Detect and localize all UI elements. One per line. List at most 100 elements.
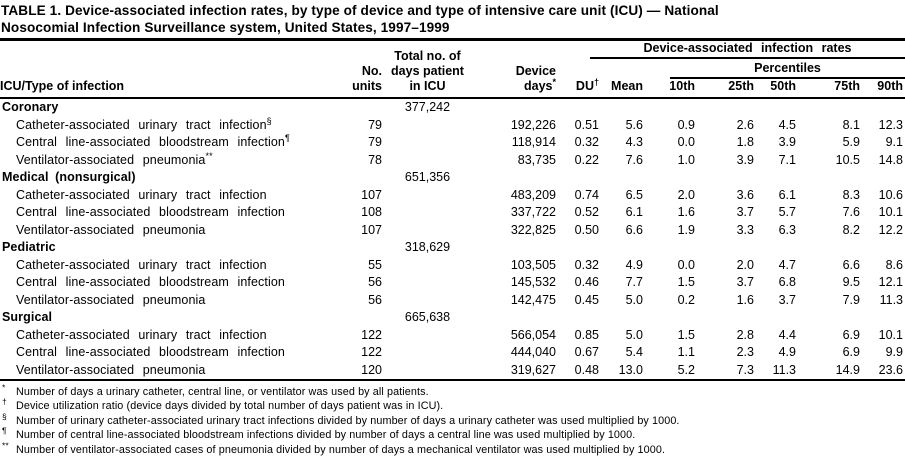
footnote-pilcrow: ¶ Number of central line-associated blood… [2, 425, 636, 442]
cell-mean: 6.1 [625, 205, 643, 219]
cell-p75: 5.9 [842, 135, 860, 149]
footnote-marker: * [2, 382, 6, 393]
cell-p90: 9.1 [885, 135, 903, 149]
cell-p50: 4.7 [778, 257, 796, 272]
cell-p90: 12.1 [878, 275, 903, 289]
table-row: Central line-associated bloodstream infe… [0, 344, 905, 362]
footnote-marker: ** [2, 440, 9, 451]
infection-label: Catheter-associated urinary tract infect… [16, 327, 267, 342]
cell-p75: 10.5 [835, 152, 860, 167]
section-row-surgical: Surgical 665,638 [0, 309, 905, 327]
table-row: Central line-associated bloodstream infe… [0, 134, 905, 152]
table-row: Ventilator-associated pneumonia 120 319,… [0, 361, 905, 381]
cell-units: 78 [368, 152, 382, 167]
spanner-device-rates: Device-associated infection rates [560, 41, 905, 59]
cell-units: 79 [368, 135, 382, 149]
table-row: Central line-associated bloodstream infe… [0, 204, 905, 222]
cell-units: 122 [361, 345, 382, 359]
infection-label: Central line-associated bloodstream infe… [16, 134, 290, 149]
cell-units: 120 [330, 361, 390, 381]
footnote-section: § Number of urinary catheter-associated u… [2, 411, 680, 427]
cell-du: 0.67 [574, 345, 599, 359]
table-title-line1: TABLE 1. Device-associated infection rat… [1, 3, 719, 18]
cell-p10: 1.6 [677, 205, 695, 219]
cell-du: 0.22 [574, 152, 599, 167]
table-row: Catheter-associated urinary tract infect… [0, 257, 905, 275]
cell-device-days: 83,735 [517, 152, 556, 167]
cell-p10: 2.0 [677, 187, 695, 202]
cell-p25: 3.7 [736, 205, 754, 219]
cell-device-days: 483,209 [510, 187, 556, 202]
infection-label: Ventilator-associated pneumonia [0, 361, 330, 381]
cell-du: 0.85 [574, 327, 599, 342]
cell-mean: 7.7 [625, 275, 643, 289]
cell-p10: 1.9 [677, 222, 695, 237]
infection-label: Catheter-associated urinary tract infect… [16, 187, 267, 202]
cell-p25: 1.6 [736, 292, 754, 307]
cell-units: 56 [368, 292, 382, 307]
table-row: Ventilator-associated pneumonia 107 322,… [0, 222, 905, 240]
cell-p25: 1.8 [736, 135, 754, 149]
cell-units: 108 [361, 205, 382, 219]
infection-rates-table: ICU/Type of infection No. units Total no… [0, 41, 905, 381]
cell-device-days: 103,505 [510, 257, 556, 272]
cell-p90: 10.1 [878, 205, 903, 219]
infection-label: Ventilator-associated pneumonia [16, 292, 206, 307]
cell-p25: 7.3 [705, 361, 760, 381]
cell-mean: 4.9 [625, 257, 643, 272]
col-header-p90: 90th [862, 79, 905, 99]
cell-mean: 5.0 [625, 292, 643, 307]
col-header-p10: 10th [655, 79, 705, 99]
col-header-icu-days: Total no. of days patient in ICU [390, 41, 475, 99]
cell-p10: 1.5 [677, 327, 695, 342]
cell-p75: 14.9 [810, 361, 862, 381]
infection-label: Central line-associated bloodstream infe… [16, 205, 285, 219]
cell-mean: 13.0 [605, 361, 655, 381]
cell-p10: 0.9 [677, 117, 695, 132]
col-header-infection: ICU/Type of infection [0, 41, 330, 99]
cell-p25: 2.0 [736, 257, 754, 272]
cell-units: 107 [361, 222, 382, 237]
infection-label: Ventilator-associated pneumonia** [16, 151, 213, 167]
cell-p90: 11.3 [879, 292, 903, 307]
cell-p75: 8.3 [842, 187, 860, 202]
cell-du: 0.74 [574, 187, 599, 202]
table-row: Catheter-associated urinary tract infect… [0, 327, 905, 345]
cell-p10: 1.1 [677, 345, 695, 359]
cell-du: 0.32 [574, 257, 599, 272]
cell-p25: 2.3 [736, 345, 754, 359]
cell-device-days: 566,054 [510, 327, 556, 342]
cell-mean: 6.5 [625, 187, 643, 202]
infection-label: Central line-associated bloodstream infe… [16, 345, 285, 359]
infection-label: Catheter-associated urinary tract infect… [16, 116, 272, 132]
footnote-marker: § [266, 116, 272, 126]
table-body: Coronary 377,242 Catheter-associated uri… [0, 98, 905, 381]
cell-device-days: 145,532 [510, 275, 556, 289]
table-title: TABLE 1. Device-associated infection rat… [0, 0, 905, 41]
cell-icu-days: 651,356 [404, 170, 451, 184]
cell-mean: 7.6 [625, 152, 643, 167]
footnote-marker: ¶ [2, 425, 7, 436]
cell-p10: 0.0 [677, 257, 695, 272]
cell-p90: 14.8 [878, 152, 903, 167]
table-title-line2: Nosocomial Infection Surveillance system… [1, 20, 450, 35]
col-header-p75: 75th [810, 79, 862, 99]
col-header-p25: 25th [705, 79, 760, 99]
cell-p90: 12.3 [878, 117, 903, 132]
cell-units: 56 [368, 275, 382, 289]
section-row-coronary: Coronary 377,242 [0, 98, 905, 117]
cell-mean: 5.6 [625, 117, 643, 132]
cell-p75: 7.9 [842, 292, 860, 307]
table-row: Ventilator-associated pneumonia** 78 83,… [0, 152, 905, 170]
footnotes: * Number of days a urinary catheter, cent… [0, 381, 905, 457]
cell-p75: 8.2 [842, 222, 860, 237]
col-header-units: No. units [330, 41, 390, 99]
footnote-asterisk: * Number of days a urinary catheter, cent… [2, 382, 429, 398]
cell-p50: 6.3 [778, 222, 796, 237]
cell-p90: 12.2 [878, 222, 903, 237]
cell-p90: 10.1 [878, 327, 903, 342]
footnote-marker-asterisk: * [552, 76, 556, 87]
cell-p75: 7.6 [842, 205, 860, 219]
cell-du: 0.50 [574, 222, 599, 237]
section-name: Coronary [2, 100, 59, 114]
